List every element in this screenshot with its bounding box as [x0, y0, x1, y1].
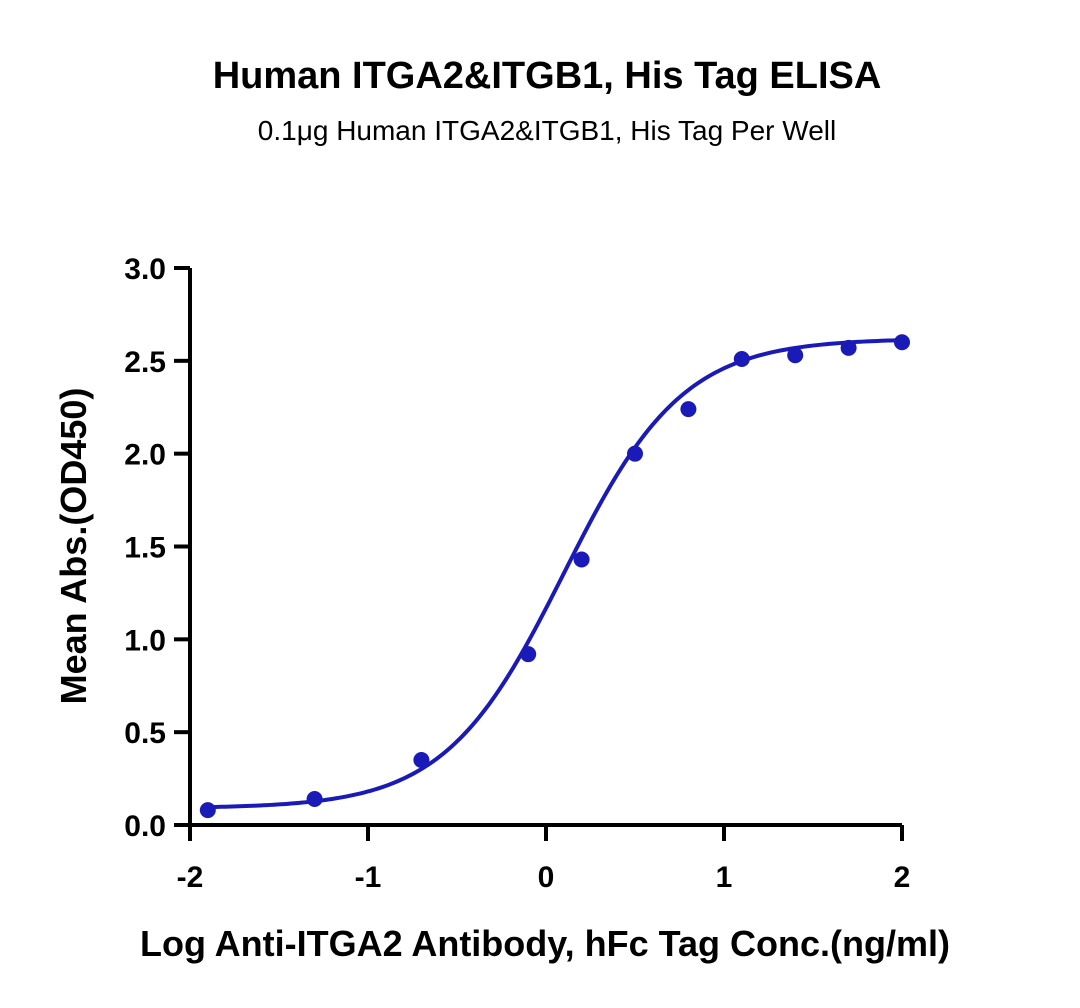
data-point	[680, 401, 697, 418]
y-tick-label: 1.0	[124, 624, 166, 657]
data-point	[573, 551, 590, 568]
data-point	[413, 752, 430, 769]
data-point	[894, 334, 910, 351]
data-point	[787, 347, 804, 364]
data-point	[199, 802, 216, 819]
x-tick-label: 1	[716, 861, 733, 894]
y-axis-label: Mean Abs.(OD450)	[53, 388, 94, 705]
x-axis-label: Log Anti-ITGA2 Antibody, hFc Tag Conc.(n…	[140, 923, 950, 964]
data-point	[306, 791, 323, 808]
x-tick-label: -1	[355, 861, 382, 894]
y-tick-label: 2.0	[124, 439, 166, 472]
y-tick-label: 2.5	[124, 346, 166, 379]
y-tick-label: 1.5	[124, 532, 166, 565]
x-tick-label: 0	[538, 861, 555, 894]
data-point	[840, 339, 857, 356]
data-point	[733, 350, 750, 367]
x-axis: -2 -1 0 1 2	[177, 823, 911, 894]
chart-subtitle: 0.1μg Human ITGA2&ITGB1, His Tag Per Wel…	[258, 115, 836, 146]
chart-title: Human ITGA2&ITGB1, His Tag ELISA	[213, 55, 882, 97]
x-tick-label: 2	[894, 861, 911, 894]
y-axis: 0.0 0.5 1.0 1.5 2.0 2.5 3.0	[124, 253, 192, 843]
data-point	[520, 646, 537, 663]
x-tick-label: -2	[177, 861, 204, 894]
data-point	[627, 445, 643, 462]
data-points-layer	[199, 334, 910, 819]
y-tick-label: 3.0	[124, 253, 166, 286]
fit-curve-layer	[207, 338, 903, 810]
y-tick-label: 0.0	[124, 810, 166, 843]
y-tick-label: 0.5	[124, 717, 166, 750]
fit-curve	[207, 338, 903, 810]
